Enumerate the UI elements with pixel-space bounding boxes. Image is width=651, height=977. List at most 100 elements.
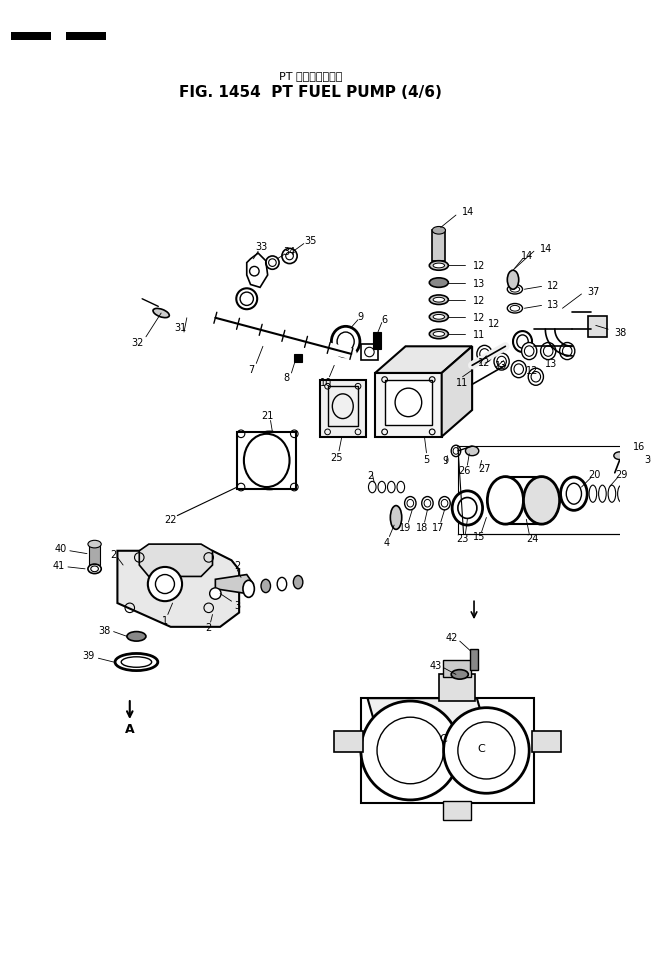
Text: PT フュエルポンプ: PT フュエルポンプ [279, 71, 342, 81]
Text: C: C [439, 734, 447, 743]
Text: 12: 12 [526, 365, 538, 376]
Ellipse shape [429, 313, 449, 322]
Ellipse shape [561, 478, 587, 511]
Ellipse shape [523, 477, 560, 525]
Ellipse shape [245, 433, 294, 489]
Text: 33: 33 [255, 242, 267, 252]
Ellipse shape [451, 670, 468, 679]
Text: 12: 12 [473, 295, 486, 306]
Text: C: C [478, 743, 486, 753]
Ellipse shape [433, 264, 445, 269]
Polygon shape [237, 433, 296, 489]
Text: 25: 25 [330, 452, 342, 462]
Text: 9: 9 [358, 312, 364, 321]
Text: 20: 20 [589, 469, 601, 480]
Bar [361, 345, 378, 361]
Text: 30: 30 [644, 454, 651, 464]
Ellipse shape [511, 361, 526, 378]
Text: 13: 13 [545, 360, 557, 369]
Bar [89, 544, 100, 566]
Circle shape [148, 568, 182, 602]
Ellipse shape [608, 486, 616, 503]
Text: FIG. 1454  PT FUEL PUMP (4/6): FIG. 1454 PT FUEL PUMP (4/6) [179, 85, 442, 100]
Ellipse shape [599, 486, 606, 503]
Text: 27: 27 [478, 463, 491, 474]
Text: 34: 34 [283, 247, 296, 257]
Text: 19: 19 [398, 523, 411, 532]
Ellipse shape [243, 580, 255, 598]
Text: 12: 12 [547, 281, 560, 291]
Text: 9: 9 [443, 456, 449, 466]
Text: 1: 1 [162, 616, 168, 625]
Ellipse shape [560, 343, 575, 361]
Text: 29: 29 [615, 469, 628, 480]
Bar [532, 732, 561, 752]
Ellipse shape [429, 278, 449, 288]
Circle shape [361, 701, 460, 800]
Ellipse shape [395, 389, 422, 417]
Polygon shape [215, 574, 253, 594]
Bar [361, 699, 534, 803]
Bar [66, 33, 106, 41]
Polygon shape [117, 551, 239, 627]
Text: 38: 38 [614, 327, 626, 338]
Ellipse shape [153, 309, 169, 319]
Ellipse shape [331, 327, 360, 358]
Ellipse shape [368, 482, 376, 493]
Ellipse shape [513, 332, 532, 353]
Ellipse shape [115, 654, 158, 671]
Ellipse shape [391, 506, 402, 530]
Bar [11, 33, 51, 41]
Text: 2: 2 [234, 561, 240, 571]
Polygon shape [375, 373, 441, 437]
Text: 16: 16 [633, 442, 645, 451]
Ellipse shape [458, 498, 477, 519]
Ellipse shape [521, 343, 537, 361]
Ellipse shape [397, 482, 405, 493]
Polygon shape [139, 544, 212, 576]
Text: 3: 3 [234, 600, 240, 611]
Bar [439, 675, 475, 701]
Polygon shape [247, 254, 268, 288]
Text: 23: 23 [456, 533, 469, 544]
Bar [470, 649, 478, 670]
Ellipse shape [429, 262, 449, 271]
Text: 38: 38 [98, 625, 110, 635]
Polygon shape [441, 347, 472, 437]
Ellipse shape [429, 330, 449, 339]
Text: 5: 5 [423, 454, 430, 464]
Ellipse shape [439, 497, 450, 510]
Text: 12: 12 [473, 313, 486, 322]
Polygon shape [320, 380, 366, 437]
Ellipse shape [477, 346, 492, 363]
Ellipse shape [277, 577, 286, 591]
Polygon shape [368, 699, 496, 765]
Bar [443, 801, 471, 820]
Text: 18: 18 [415, 523, 428, 532]
Bar [588, 317, 607, 337]
Bar [385, 380, 432, 426]
Text: 43: 43 [430, 660, 442, 670]
Ellipse shape [378, 482, 385, 493]
Ellipse shape [432, 228, 445, 234]
Ellipse shape [405, 497, 416, 510]
Ellipse shape [88, 540, 102, 548]
Ellipse shape [236, 289, 257, 310]
Bar [294, 355, 302, 362]
Ellipse shape [633, 473, 648, 506]
Ellipse shape [127, 632, 146, 642]
Text: 6: 6 [381, 315, 388, 324]
Text: 39: 39 [83, 651, 95, 660]
Ellipse shape [294, 575, 303, 589]
Text: 11: 11 [456, 378, 468, 388]
Ellipse shape [88, 565, 102, 574]
Bar [458, 446, 624, 534]
Circle shape [443, 708, 529, 793]
Bar [443, 660, 471, 678]
Ellipse shape [433, 298, 445, 303]
Text: 32: 32 [132, 337, 144, 347]
Ellipse shape [528, 368, 544, 386]
Text: 15: 15 [473, 531, 485, 542]
Text: 2: 2 [367, 470, 374, 480]
Text: 12: 12 [478, 358, 491, 367]
